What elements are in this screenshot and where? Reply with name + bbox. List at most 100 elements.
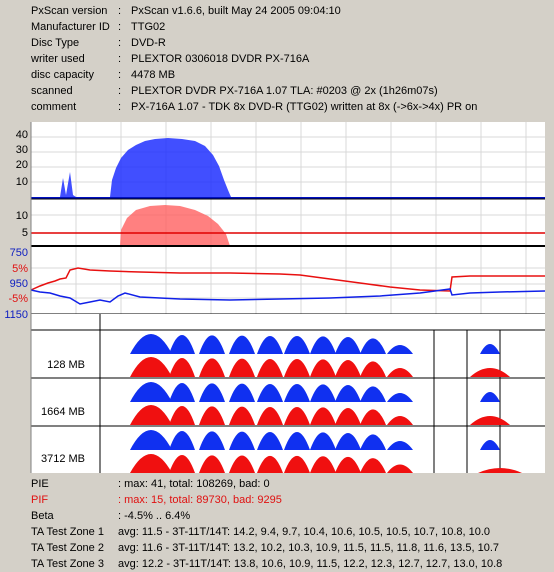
ta-hump-pit	[310, 359, 336, 377]
ta-hump-pit	[199, 455, 225, 473]
info-key: comment	[31, 101, 77, 113]
ta-hump-pit	[335, 360, 361, 377]
pif-tick-label: 5	[22, 227, 28, 239]
info-colon: :	[118, 101, 122, 113]
zone-label: 128 MB	[47, 359, 85, 371]
stat-key: TA Test Zone 3	[31, 558, 104, 570]
info-colon: :	[118, 53, 122, 65]
stat-value: avg: 12.2 - 3T-11T/14T: 13.8, 10.6, 10.9…	[118, 558, 503, 570]
stat-key: Beta	[31, 510, 54, 522]
ta-hump-pit	[130, 454, 172, 473]
ta-hump-land	[335, 433, 361, 450]
pie-tick-label: 10	[16, 176, 28, 188]
info-value: TTG02	[131, 21, 166, 33]
beta-line	[30, 267, 545, 292]
info-key: PxScan version	[31, 5, 108, 17]
stat-key: PIE	[31, 478, 49, 490]
scan-chart: 40 30 20 10 10 5 750 5% 950 -5% 1150 128…	[4, 122, 546, 473]
pie-area	[31, 138, 545, 199]
info-value: 4478 MB	[131, 69, 176, 81]
ta-hump-pit	[310, 456, 336, 473]
ta-histograms	[130, 334, 522, 473]
beta-tick-label: 5%	[12, 263, 28, 275]
ta-hump-land	[257, 384, 283, 402]
ta-hump-pit	[360, 458, 386, 473]
ta-hump-land	[199, 431, 225, 450]
pif-tick-label: 10	[16, 210, 28, 222]
ta-hump-land	[387, 441, 413, 450]
ta-hump-pit	[387, 464, 413, 473]
ta-hump-land	[360, 338, 386, 354]
ta-hump-pit	[229, 455, 255, 473]
ta-hump-pit	[284, 407, 310, 425]
ta-hump-land	[360, 434, 386, 450]
ta-hump-land	[229, 383, 255, 402]
info-key: writer used	[31, 53, 85, 65]
ta-hump-land	[335, 337, 361, 354]
ta-hump-pit	[310, 407, 336, 425]
ta-hump-land	[284, 432, 310, 450]
ta-hump-land	[257, 336, 283, 354]
ta-hump-pit	[169, 454, 195, 473]
info-colon: :	[118, 5, 122, 17]
ta-hump-land	[257, 432, 283, 450]
jitter-line	[30, 288, 546, 305]
info-value: PLEXTOR 0306018 DVDR PX-716A	[131, 53, 310, 65]
ta-hump-pit	[478, 468, 522, 473]
stat-value: : max: 41, total: 108269, bad: 0	[118, 478, 270, 490]
jitter-tick-label: 950	[10, 278, 28, 290]
ta-hump-land	[130, 382, 172, 402]
info-value: PxScan v1.6.6, built May 24 2005 09:04:1…	[131, 5, 341, 17]
ta-hump-pit	[335, 456, 361, 473]
ta-hump-land	[310, 336, 336, 354]
grid-lines	[75, 122, 527, 314]
stat-value: avg: 11.5 - 3T-11T/14T: 14.2, 9.4, 9.7, …	[118, 526, 491, 538]
ta-hump-pit	[470, 368, 510, 377]
ta-hump-pit	[130, 357, 172, 377]
ta-hump-pit	[360, 409, 386, 425]
ta-hump-land	[169, 335, 195, 354]
ta-hump-land	[284, 336, 310, 354]
zone-label: 3712 MB	[41, 453, 85, 465]
info-colon: :	[118, 85, 122, 97]
disc-info-panel: PxScan version : PxScan v1.6.6, built Ma…	[0, 0, 554, 122]
info-key: Manufacturer ID	[31, 21, 110, 33]
ta-hump-pit	[199, 358, 225, 377]
beta-tick-label: -5%	[8, 293, 28, 305]
info-colon: :	[118, 69, 122, 81]
ta-hump-pit	[360, 361, 386, 377]
pie-tick-label: 30	[16, 144, 28, 156]
jitter-tick-label: 1150	[4, 309, 28, 321]
ta-hump-pit	[199, 406, 225, 425]
stat-key: TA Test Zone 1	[31, 526, 104, 538]
info-value: DVD-R	[131, 37, 166, 49]
ta-hump-pit	[229, 358, 255, 377]
ta-hump-pit	[257, 407, 283, 425]
ta-hump-land	[360, 386, 386, 402]
ta-hump-land	[284, 384, 310, 402]
ta-hump-land	[130, 430, 172, 450]
ta-hump-pit	[229, 406, 255, 425]
info-colon: :	[118, 37, 122, 49]
ta-hump-land	[169, 431, 195, 450]
pie-tick-label: 20	[16, 159, 28, 171]
ta-hump-pit	[257, 359, 283, 377]
ta-hump-pit	[387, 416, 413, 425]
ta-hump-pit	[335, 408, 361, 425]
ta-hump-pit	[130, 405, 172, 425]
ta-hump-land	[199, 335, 225, 354]
ta-hump-land	[387, 393, 413, 402]
pif-area	[120, 205, 230, 246]
ta-hump-land	[480, 392, 500, 402]
ta-hump-pit	[387, 368, 413, 377]
ta-hump-land	[229, 431, 255, 450]
ta-hump-pit	[284, 455, 310, 473]
ta-hump-land	[130, 334, 172, 354]
info-value: PLEXTOR DVDR PX-716A 1.07 TLA: #0203 @ 2…	[131, 85, 438, 97]
info-key: Disc Type	[31, 37, 80, 49]
ta-hump-land	[480, 344, 500, 354]
stat-value: : -4.5% .. 6.4%	[118, 510, 191, 522]
zone-label: 1664 MB	[41, 406, 85, 418]
ta-hump-land	[480, 440, 500, 450]
stat-value: avg: 11.6 - 3T-11T/14T: 13.2, 10.2, 10.3…	[118, 542, 499, 554]
